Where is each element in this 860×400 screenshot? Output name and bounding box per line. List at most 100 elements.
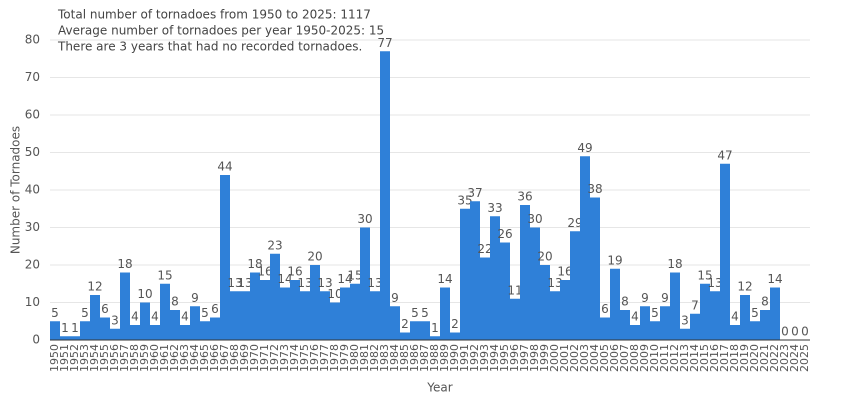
value-label: 13 [547, 276, 562, 290]
bar [590, 197, 600, 340]
x-tick-label: 2022 [768, 344, 781, 372]
bar [650, 321, 660, 340]
x-tick-label: 1982 [368, 344, 381, 372]
x-tick-label: 1963 [178, 344, 191, 372]
value-label: 2 [401, 317, 409, 331]
bar [210, 317, 220, 340]
value-label: 4 [181, 310, 189, 324]
value-label: 16 [257, 265, 272, 279]
value-label: 49 [577, 141, 592, 155]
bar [710, 291, 720, 340]
x-tick-label: 1960 [148, 344, 161, 372]
value-label: 44 [217, 160, 232, 174]
bar [690, 313, 700, 340]
bar [250, 272, 260, 340]
x-tick-label: 2009 [638, 344, 651, 372]
value-label: 33 [487, 201, 502, 215]
x-tick-label: 1987 [418, 344, 431, 372]
x-tick-label: 1992 [468, 344, 481, 372]
bar [80, 321, 90, 340]
x-tick-label: 1980 [348, 344, 361, 372]
x-tick-label: 1959 [138, 344, 151, 372]
bar [260, 280, 270, 340]
value-label: 77 [377, 36, 392, 50]
x-tick-label: 1975 [298, 344, 311, 372]
x-tick-label: 2001 [558, 344, 571, 372]
bar [190, 306, 200, 340]
value-label: 1 [61, 321, 69, 335]
value-label: 5 [421, 306, 429, 320]
x-tick-label: 2010 [648, 344, 661, 372]
x-tick-label: 1957 [118, 344, 131, 372]
annotation: Average number of tornadoes per year 195… [58, 24, 384, 38]
value-label: 37 [467, 186, 482, 200]
value-label: 6 [601, 302, 609, 316]
value-label: 30 [357, 212, 372, 226]
x-tick-label: 1989 [438, 344, 451, 372]
bar [400, 332, 410, 340]
x-tick-label: 1990 [448, 344, 461, 372]
bar [420, 321, 430, 340]
value-label: 15 [157, 268, 172, 282]
bar [750, 321, 760, 340]
value-label: 5 [201, 306, 209, 320]
bar [170, 310, 180, 340]
value-label: 14 [437, 272, 452, 286]
value-label: 9 [661, 291, 669, 305]
x-tick-label: 1966 [208, 344, 221, 372]
bar [310, 265, 320, 340]
bar [120, 272, 130, 340]
value-label: 20 [537, 250, 552, 264]
bar [160, 283, 170, 340]
x-tick-label: 1971 [258, 344, 271, 372]
value-label: 14 [767, 272, 782, 286]
x-tick-label: 1986 [408, 344, 421, 372]
value-label: 11 [507, 283, 522, 297]
value-label: 14 [337, 272, 352, 286]
bar [300, 291, 310, 340]
x-tick-label: 1996 [508, 344, 521, 372]
bar [660, 306, 670, 340]
x-tick-label: 1951 [58, 344, 71, 372]
x-tick-label: 1961 [158, 344, 171, 372]
value-label: 38 [587, 182, 602, 196]
value-label: 19 [607, 253, 622, 267]
y-tick-label: 0 [32, 333, 40, 347]
x-tick-label: 1953 [78, 344, 91, 372]
bar [530, 227, 540, 340]
value-label: 16 [557, 265, 572, 279]
bar [350, 283, 360, 340]
annotation: Total number of tornadoes from 1950 to 2… [57, 8, 371, 22]
x-tick-label: 1958 [128, 344, 141, 372]
value-label: 14 [277, 272, 292, 286]
value-label: 6 [211, 302, 219, 316]
x-tick-label: 2024 [788, 344, 801, 372]
value-label: 22 [477, 242, 492, 256]
bar [280, 287, 290, 340]
value-label: 12 [87, 280, 102, 294]
bar [430, 336, 440, 340]
bar [670, 272, 680, 340]
x-tick-label: 1998 [528, 344, 541, 372]
bar [570, 231, 580, 340]
x-tick-label: 1993 [478, 344, 491, 372]
value-label: 4 [731, 310, 739, 324]
value-label: 29 [567, 216, 582, 230]
bar [270, 253, 280, 340]
value-label: 23 [267, 238, 282, 252]
value-label: 5 [751, 306, 759, 320]
value-label: 8 [621, 295, 629, 309]
bar [540, 265, 550, 340]
bar [630, 325, 640, 340]
x-tick-label: 1962 [168, 344, 181, 372]
value-label: 5 [51, 306, 59, 320]
bar [340, 287, 350, 340]
x-tick-label: 1950 [48, 344, 61, 372]
value-label: 0 [781, 325, 789, 339]
x-tick-label: 2011 [658, 344, 671, 372]
x-tick-label: 1984 [388, 344, 401, 372]
x-tick-label: 2014 [688, 344, 701, 372]
x-tick-label: 2016 [708, 344, 721, 372]
value-label: 3 [111, 313, 119, 327]
x-tick-label: 2008 [628, 344, 641, 372]
